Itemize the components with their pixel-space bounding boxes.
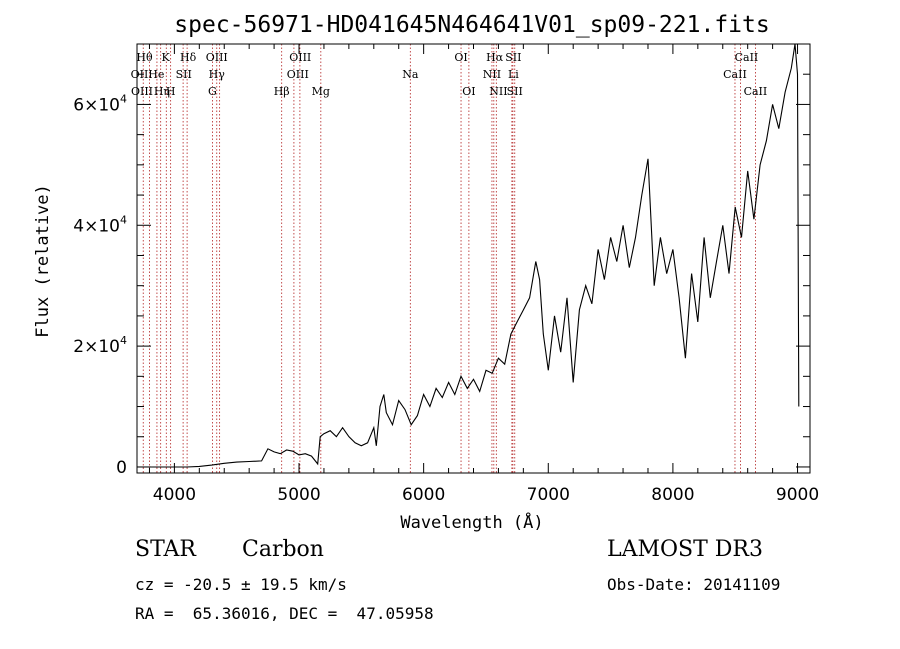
line-label: H	[166, 85, 176, 98]
line-label: Hβ	[274, 85, 290, 98]
axis-ticks	[137, 43, 810, 473]
subclass-label: Carbon	[242, 537, 324, 562]
line-label: Hγ	[209, 68, 226, 81]
line-label: Na	[402, 68, 419, 81]
line-label: G	[208, 85, 217, 98]
spectral-line-markers	[142, 44, 756, 473]
chart-title: spec-56971-HD041645N464641V01_sp09-221.f…	[174, 12, 769, 38]
x-tick-label: 5000	[277, 485, 320, 505]
y-tick-label: 6×104	[73, 92, 127, 115]
line-label: NII	[489, 85, 507, 98]
line-label: OI	[462, 85, 475, 98]
line-label: NII	[483, 68, 501, 81]
line-label: CaII	[735, 51, 759, 64]
x-tick-label: 4000	[153, 485, 196, 505]
y-tick-label: 2×104	[73, 334, 127, 357]
line-label: SII	[176, 68, 192, 81]
line-label: OIII	[131, 85, 153, 98]
x-tick-label: 9000	[776, 485, 819, 505]
line-label: Hθ	[136, 51, 153, 64]
y-axis-label: Flux (relative)	[33, 184, 53, 338]
redshift-value: cz = -20.5 ± 19.5 km/s	[135, 575, 347, 594]
line-label: Hη	[154, 85, 170, 98]
line-label: He	[148, 68, 164, 81]
line-label: OIII	[289, 51, 311, 64]
obs-date: Obs-Date: 20141109	[607, 575, 781, 594]
y-tick-labels: 0 2×104 4×104 6×104	[73, 92, 127, 478]
coordinates: RA = 65.36016, DEC = 47.05958	[135, 604, 434, 623]
x-tick-labels: 4000 5000 6000 7000 8000 9000	[153, 485, 819, 505]
y-tick-label: 0	[116, 458, 127, 478]
line-label: Mg	[312, 85, 330, 98]
line-label: CaII	[723, 68, 747, 81]
x-axis-label: Wavelength (Å)	[400, 511, 543, 533]
line-label: CaII	[744, 85, 768, 98]
line-label: K	[162, 51, 171, 64]
spectrum-chart: spec-56971-HD041645N464641V01_sp09-221.f…	[33, 12, 819, 533]
line-label: OIII	[206, 51, 228, 64]
class-label: STAR	[135, 537, 196, 562]
spectrum-line	[137, 43, 800, 468]
x-tick-label: 7000	[527, 485, 570, 505]
line-label: Hα	[486, 51, 504, 64]
x-tick-label: 8000	[651, 485, 694, 505]
plot-frame	[136, 43, 811, 474]
x-tick-label: 6000	[402, 485, 445, 505]
line-label: SII	[505, 51, 521, 64]
line-label: OI	[454, 51, 467, 64]
y-tick-label: 4×104	[73, 213, 127, 236]
line-label: SII	[507, 85, 523, 98]
survey-label: LAMOST DR3	[607, 537, 763, 562]
line-label: Hδ	[180, 51, 197, 64]
line-label: OIII	[287, 68, 309, 81]
line-label: Li	[508, 68, 519, 81]
